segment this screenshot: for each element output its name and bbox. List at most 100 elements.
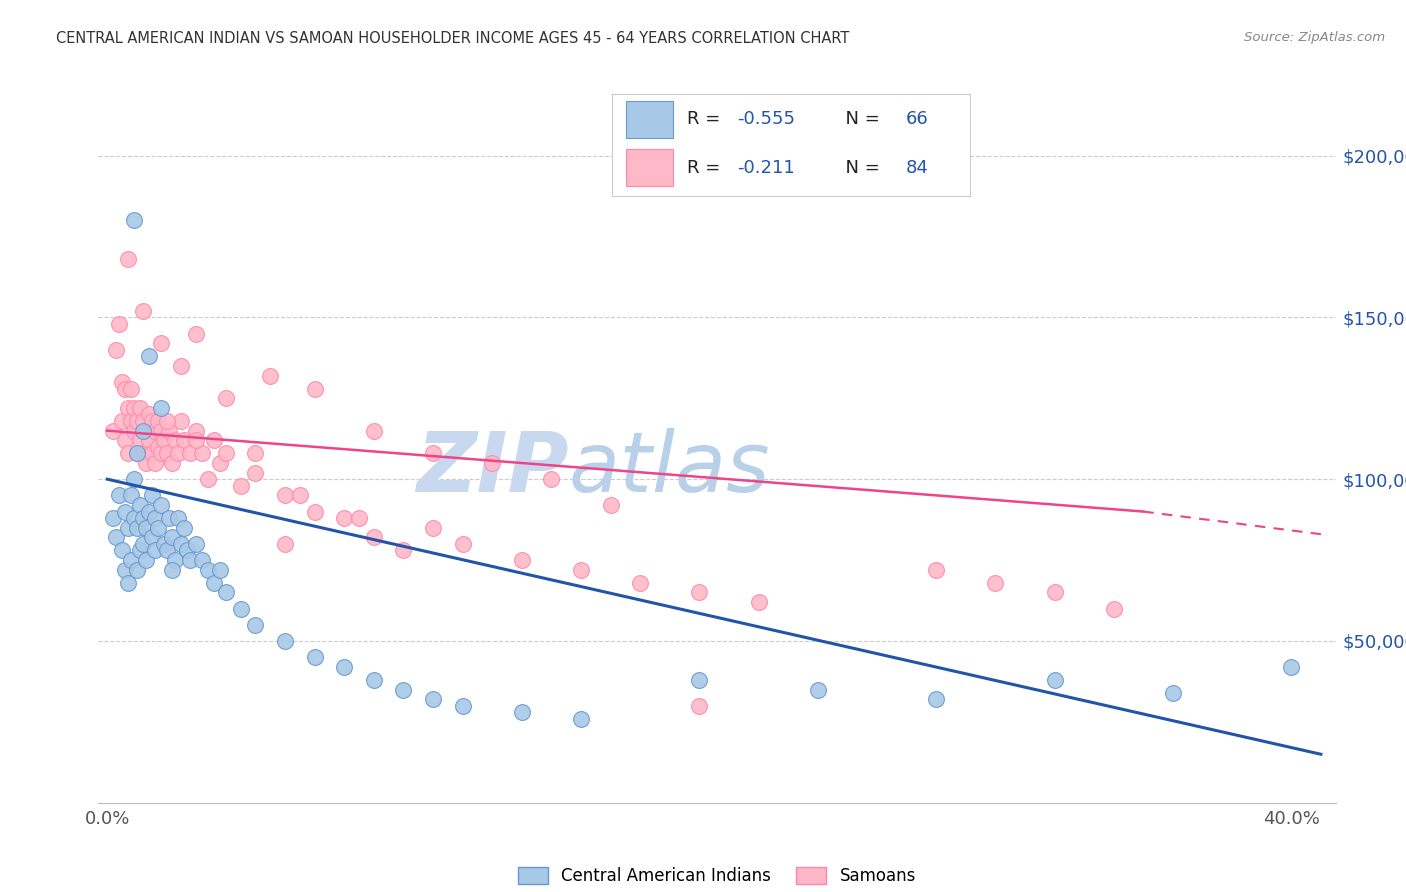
Point (807, 682, 830, 697)
Point (122, 472, 145, 486)
Text: 66: 66 (905, 111, 928, 128)
Point (149, 498, 172, 512)
Point (111, 543, 134, 558)
Text: N =: N = (834, 159, 886, 177)
Point (105, 343, 128, 357)
Point (304, 382, 326, 396)
Point (540, 472, 562, 486)
Point (422, 521, 444, 535)
Point (117, 575, 139, 590)
Point (138, 504, 160, 518)
Point (274, 488, 297, 502)
Point (208, 456, 231, 470)
Point (170, 537, 193, 551)
Point (108, 317, 131, 331)
Point (363, 531, 385, 545)
Point (122, 511, 145, 525)
Point (191, 446, 214, 460)
Text: ZIP: ZIP (416, 428, 568, 509)
Point (184, 434, 207, 448)
Text: -0.211: -0.211 (737, 159, 794, 177)
Point (215, 446, 238, 460)
Point (197, 472, 219, 486)
Point (451, 698, 474, 713)
Text: N =: N = (834, 111, 886, 128)
Point (159, 424, 181, 438)
Point (245, 446, 267, 460)
Point (162, 456, 184, 470)
Point (481, 456, 503, 470)
Point (165, 553, 187, 567)
Point (105, 531, 128, 545)
Point (688, 673, 710, 687)
Point (333, 660, 356, 674)
Point (170, 414, 193, 428)
Point (363, 673, 385, 687)
Text: R =: R = (688, 111, 725, 128)
Point (143, 456, 166, 470)
Point (747, 595, 769, 609)
Point (103, 424, 125, 438)
Point (245, 617, 267, 632)
Point (925, 563, 948, 577)
Point (202, 575, 225, 590)
Point (132, 537, 155, 551)
Point (120, 553, 142, 567)
Point (117, 252, 139, 267)
Point (128, 498, 150, 512)
Point (159, 511, 181, 525)
Point (1161, 686, 1184, 700)
Point (688, 698, 710, 713)
Point (122, 213, 145, 227)
Point (120, 382, 142, 396)
Point (122, 424, 145, 438)
Point (422, 446, 444, 460)
Text: atlas: atlas (568, 428, 770, 509)
Point (347, 511, 370, 525)
Point (215, 585, 238, 599)
Point (333, 511, 356, 525)
Point (120, 414, 142, 428)
Point (135, 424, 157, 438)
Point (155, 414, 177, 428)
Point (184, 326, 207, 341)
Point (215, 392, 238, 406)
Point (128, 401, 150, 415)
Point (125, 563, 148, 577)
Point (688, 585, 710, 599)
Point (208, 563, 231, 577)
Point (149, 424, 172, 438)
Point (304, 650, 326, 665)
Point (132, 424, 155, 438)
Point (152, 537, 174, 551)
Point (149, 446, 172, 460)
Bar (626, 101, 672, 137)
Point (274, 537, 297, 551)
Point (184, 537, 207, 551)
Point (117, 401, 139, 415)
Point (170, 359, 193, 373)
Legend: Central American Indians, Samoans: Central American Indians, Samoans (512, 861, 922, 892)
Point (143, 543, 166, 558)
Point (108, 488, 131, 502)
Point (114, 504, 136, 518)
Point (392, 682, 415, 697)
Point (925, 692, 948, 706)
Point (141, 414, 163, 428)
Point (179, 553, 201, 567)
Point (146, 414, 169, 428)
Point (569, 712, 592, 726)
Point (173, 434, 195, 448)
Point (138, 349, 160, 363)
Point (1043, 673, 1066, 687)
Point (229, 601, 252, 615)
Point (114, 563, 136, 577)
Point (569, 563, 592, 577)
Point (128, 434, 150, 448)
Point (132, 304, 155, 318)
Point (135, 456, 157, 470)
Point (422, 692, 444, 706)
Text: Source: ZipAtlas.com: Source: ZipAtlas.com (1244, 31, 1385, 45)
Point (114, 382, 136, 396)
Point (125, 414, 148, 428)
